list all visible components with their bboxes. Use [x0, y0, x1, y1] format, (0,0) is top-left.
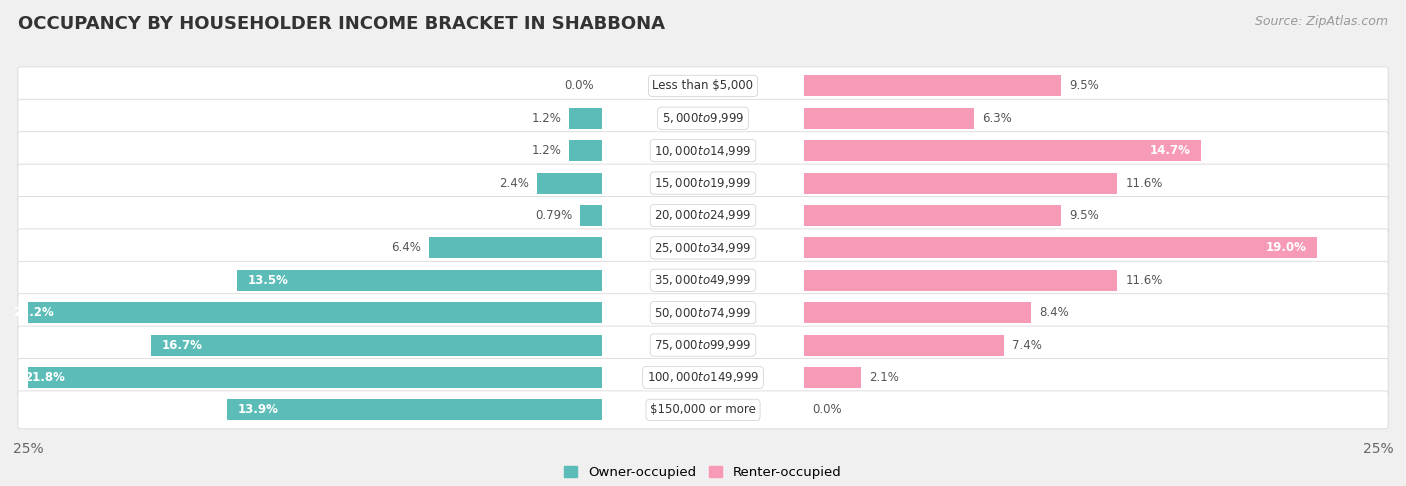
Bar — [804, 270, 1118, 291]
Bar — [13, 367, 602, 388]
Bar — [804, 108, 974, 129]
FancyBboxPatch shape — [18, 294, 1388, 331]
Bar — [238, 270, 602, 291]
FancyBboxPatch shape — [18, 229, 1388, 267]
Bar — [429, 237, 602, 259]
Bar — [150, 334, 602, 356]
Text: $10,000 to $14,999: $10,000 to $14,999 — [654, 144, 752, 157]
FancyBboxPatch shape — [18, 99, 1388, 137]
Bar — [569, 140, 602, 161]
Text: $150,000 or more: $150,000 or more — [650, 403, 756, 417]
Bar — [804, 75, 1060, 96]
Text: $100,000 to $149,999: $100,000 to $149,999 — [647, 370, 759, 384]
Bar — [804, 367, 860, 388]
Bar — [804, 205, 1060, 226]
FancyBboxPatch shape — [18, 261, 1388, 299]
Text: 21.8%: 21.8% — [24, 371, 65, 384]
Text: Source: ZipAtlas.com: Source: ZipAtlas.com — [1254, 15, 1388, 28]
Text: 1.2%: 1.2% — [531, 112, 561, 125]
Bar — [581, 205, 602, 226]
Text: $35,000 to $49,999: $35,000 to $49,999 — [654, 273, 752, 287]
Text: 16.7%: 16.7% — [162, 339, 202, 351]
Text: $15,000 to $19,999: $15,000 to $19,999 — [654, 176, 752, 190]
Text: $25,000 to $34,999: $25,000 to $34,999 — [654, 241, 752, 255]
Bar — [804, 237, 1317, 259]
Text: $5,000 to $9,999: $5,000 to $9,999 — [662, 111, 744, 125]
Text: 8.4%: 8.4% — [1039, 306, 1069, 319]
Text: Less than $5,000: Less than $5,000 — [652, 79, 754, 92]
Text: $75,000 to $99,999: $75,000 to $99,999 — [654, 338, 752, 352]
Bar — [569, 108, 602, 129]
Text: 11.6%: 11.6% — [1125, 274, 1163, 287]
Bar — [537, 173, 602, 193]
Bar — [804, 334, 1004, 356]
Text: 2.1%: 2.1% — [869, 371, 898, 384]
Text: 6.4%: 6.4% — [391, 242, 420, 254]
Text: 0.0%: 0.0% — [813, 403, 842, 417]
FancyBboxPatch shape — [18, 164, 1388, 202]
FancyBboxPatch shape — [18, 67, 1388, 105]
Text: 2.4%: 2.4% — [499, 176, 529, 190]
Text: 0.79%: 0.79% — [536, 209, 572, 222]
FancyBboxPatch shape — [18, 359, 1388, 397]
Bar — [804, 173, 1118, 193]
Text: 9.5%: 9.5% — [1069, 209, 1098, 222]
Text: 6.3%: 6.3% — [983, 112, 1012, 125]
Text: 9.5%: 9.5% — [1069, 79, 1098, 92]
Bar — [804, 140, 1201, 161]
Bar — [3, 302, 602, 323]
Bar — [226, 399, 602, 420]
Text: $20,000 to $24,999: $20,000 to $24,999 — [654, 208, 752, 223]
Text: 19.0%: 19.0% — [1265, 242, 1306, 254]
Text: 13.5%: 13.5% — [247, 274, 290, 287]
Text: 7.4%: 7.4% — [1012, 339, 1042, 351]
FancyBboxPatch shape — [18, 326, 1388, 364]
Text: 14.7%: 14.7% — [1149, 144, 1191, 157]
Legend: Owner-occupied, Renter-occupied: Owner-occupied, Renter-occupied — [560, 460, 846, 484]
Text: 11.6%: 11.6% — [1125, 176, 1163, 190]
FancyBboxPatch shape — [18, 196, 1388, 234]
Bar — [804, 302, 1031, 323]
Text: OCCUPANCY BY HOUSEHOLDER INCOME BRACKET IN SHABBONA: OCCUPANCY BY HOUSEHOLDER INCOME BRACKET … — [18, 15, 665, 33]
Text: 1.2%: 1.2% — [531, 144, 561, 157]
FancyBboxPatch shape — [18, 391, 1388, 429]
Text: 0.0%: 0.0% — [564, 79, 593, 92]
FancyBboxPatch shape — [18, 132, 1388, 170]
Text: 13.9%: 13.9% — [238, 403, 278, 417]
Text: $50,000 to $74,999: $50,000 to $74,999 — [654, 306, 752, 320]
Text: 22.2%: 22.2% — [13, 306, 53, 319]
